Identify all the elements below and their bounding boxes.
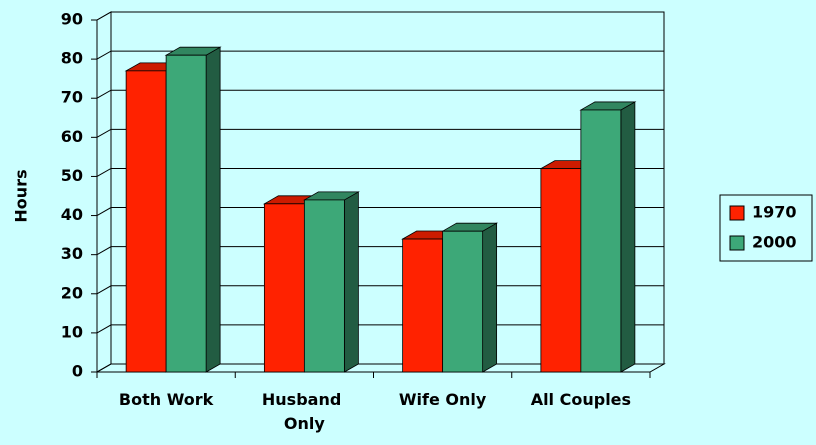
label-line: Both Work (119, 390, 214, 409)
y-tick-label: 10 (61, 322, 83, 341)
bar (579, 101, 637, 373)
bar-front (125, 70, 167, 373)
grid-line (96, 167, 664, 177)
label-line: All Couples (531, 390, 631, 409)
y-tick-label: 20 (61, 283, 83, 302)
bar (441, 222, 499, 373)
legend-swatch (729, 205, 745, 221)
grid-line (96, 207, 664, 216)
label-line: Husband (262, 390, 347, 409)
label-line: Only (284, 414, 325, 433)
side-wall (96, 11, 112, 373)
bar-front (165, 54, 207, 373)
legend-box (719, 194, 813, 262)
label-line: Wife Only (399, 390, 487, 409)
bar-front (540, 168, 582, 373)
bar-side (343, 191, 359, 373)
y-tick-label: 40 (61, 205, 83, 224)
y-tick-label: 50 (61, 166, 83, 185)
legend-label: 2000 (752, 233, 797, 252)
bar-side (620, 101, 636, 373)
bar-front (442, 230, 484, 373)
legend-label: 1970 (752, 203, 797, 222)
y-axis-label: Hours (12, 169, 31, 222)
bar-front (580, 109, 622, 373)
x-tick-label: Wife Only (399, 390, 487, 409)
y-tick-label: 0 (72, 362, 83, 381)
bar-front (263, 203, 305, 373)
bar-side (205, 46, 221, 373)
legend-swatch (729, 235, 745, 251)
bar (164, 46, 222, 373)
y-tick-label: 60 (61, 127, 83, 146)
x-tick-label: Husband Only (262, 390, 347, 433)
grid-line (96, 50, 664, 60)
bar (302, 191, 360, 373)
y-tick-label: 70 (61, 88, 83, 107)
y-tick-label: 90 (61, 10, 83, 29)
y-tick-label: 80 (61, 49, 83, 68)
grid-line (96, 89, 664, 99)
bar-side (482, 222, 498, 373)
grid-line (96, 128, 664, 138)
grid-line (96, 11, 664, 21)
x-tick-label: Both Work (119, 390, 214, 409)
bar-front (402, 238, 444, 373)
y-tick-label: 30 (61, 244, 83, 263)
x-tick-label: All Couples (531, 390, 631, 409)
bar-front (303, 199, 345, 373)
